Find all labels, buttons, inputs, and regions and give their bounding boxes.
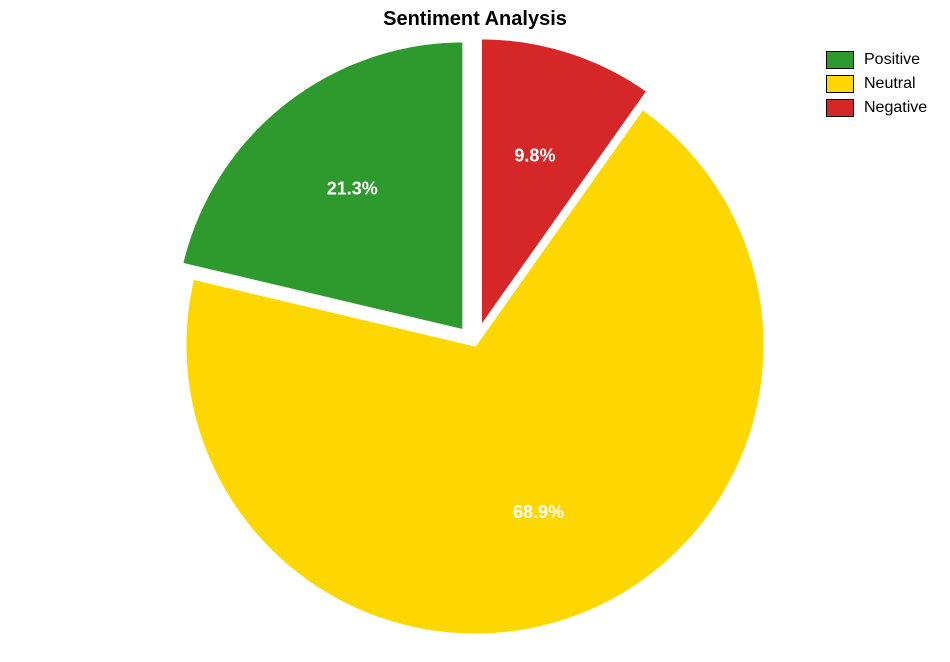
legend-item-neutral: Neutral bbox=[826, 72, 927, 96]
chart-legend: Positive Neutral Negative bbox=[826, 48, 927, 120]
pie-svg: 21.3% 68.9% 9.8% bbox=[0, 0, 950, 662]
legend-swatch bbox=[826, 99, 854, 117]
legend-label: Positive bbox=[864, 51, 920, 69]
pie-slice-label-neutral: 68.9% bbox=[513, 502, 564, 522]
legend-label: Neutral bbox=[864, 75, 916, 93]
legend-label: Negative bbox=[864, 99, 927, 117]
sentiment-pie-chart: Sentiment Analysis 21.3% 68.9% 9.8% Positi… bbox=[0, 0, 950, 662]
pie-slice-label-negative: 9.8% bbox=[514, 145, 555, 165]
legend-swatch bbox=[826, 75, 854, 93]
legend-item-negative: Negative bbox=[826, 96, 927, 120]
legend-item-positive: Positive bbox=[826, 48, 927, 72]
pie-slice-label-positive: 21.3% bbox=[327, 179, 378, 199]
legend-swatch bbox=[826, 51, 854, 69]
chart-title: Sentiment Analysis bbox=[0, 8, 950, 31]
